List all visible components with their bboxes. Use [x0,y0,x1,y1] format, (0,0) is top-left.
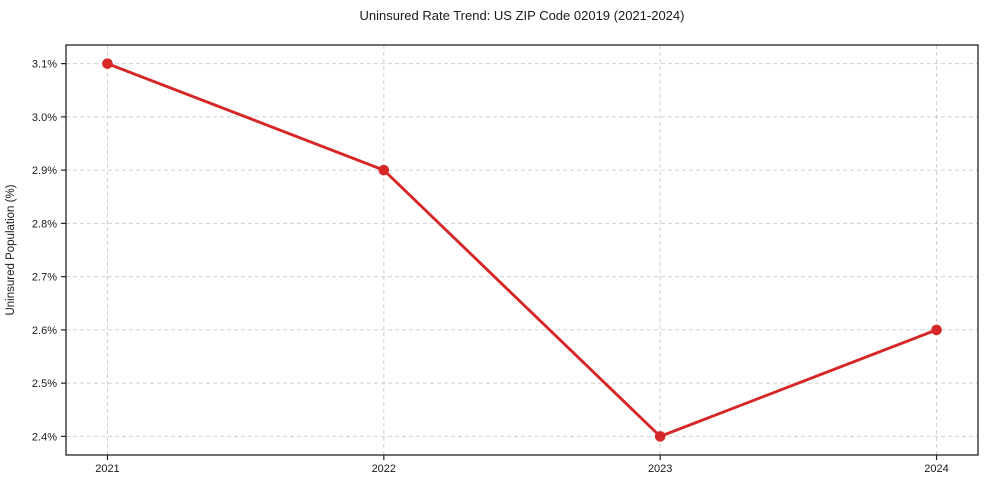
x-tick-label: 2022 [372,463,396,475]
y-tick-label: 2.8% [32,218,57,230]
y-tick-label: 3.1% [32,59,57,71]
y-tick-label: 2.9% [32,165,57,177]
data-point [654,431,666,442]
y-tick-label: 3.0% [32,112,57,124]
x-tick-label: 2024 [924,463,948,475]
chart-title: Uninsured Rate Trend: US ZIP Code 02019 … [359,8,685,23]
x-tick-label: 2021 [95,463,119,475]
data-point [378,164,390,176]
y-tick-label: 2.7% [32,272,57,284]
data-point [102,58,113,69]
y-tick-label: 2.6% [32,325,57,337]
x-tick-label: 2023 [648,463,672,475]
y-tick-label: 2.4% [32,431,57,443]
y-tick-label: 2.5% [32,378,57,390]
trend-line [106,62,938,438]
data-point [931,324,942,336]
plot-frame [65,44,979,456]
